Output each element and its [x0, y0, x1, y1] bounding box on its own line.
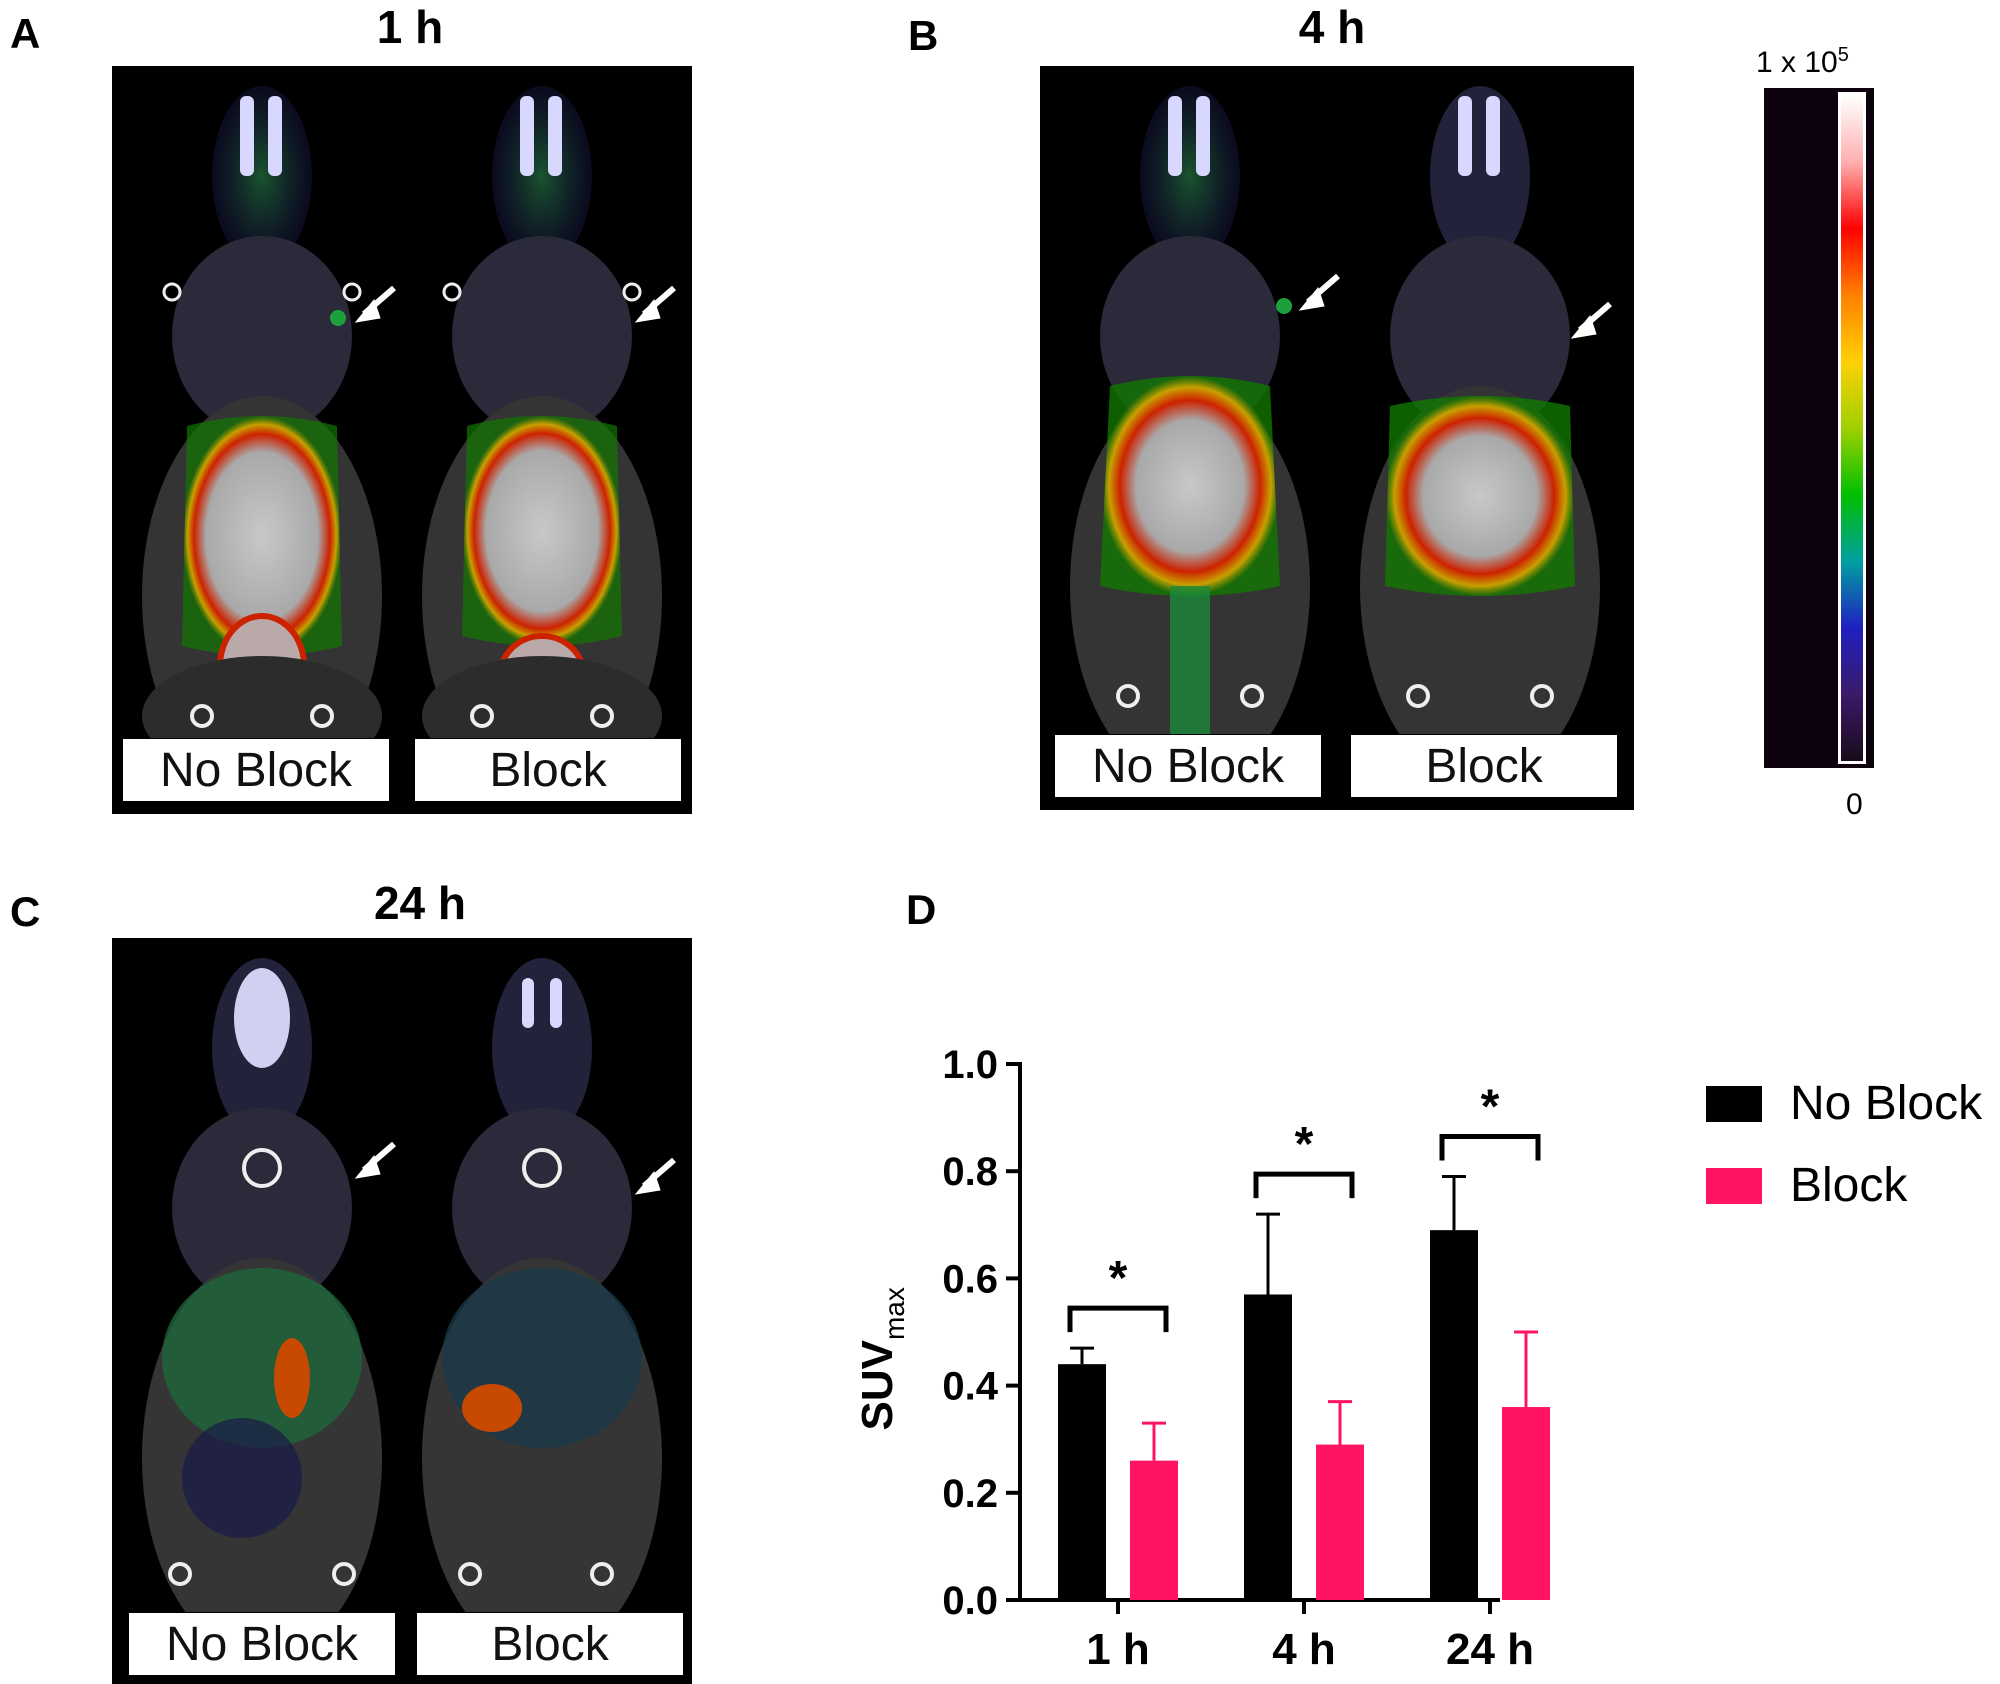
colorbar-gradient: [1838, 92, 1866, 764]
significance-bracket: [1253, 1171, 1355, 1199]
colorbar-min-label: 0: [1846, 788, 1863, 821]
arrow-icon: [354, 285, 676, 323]
legend-label-block: Block: [1790, 1159, 1908, 1212]
y-tick-label: 0.2: [942, 1472, 998, 1516]
mouse-scan-image: [142, 86, 676, 796]
legend-label-no-block: No Block: [1790, 1077, 1983, 1130]
panel-title-c: 24 h: [373, 877, 467, 929]
arrow-icon: [1298, 273, 1612, 339]
bar: [1244, 1294, 1292, 1600]
significance-star: *: [1295, 1118, 1314, 1171]
label-block-b: Block: [1350, 734, 1618, 798]
y-tick-label: 0.6: [942, 1257, 998, 1301]
suv-bar-chart: 0.0 0.2 0.4 0.6 0.8 1.0 SUVmax * 1 h * 4 h * 24 h: [853, 1043, 1550, 1674]
mouse-scan-image: [1070, 86, 1612, 786]
x-tick-label: 4 h: [1272, 1625, 1336, 1674]
colorbar: [1764, 88, 1874, 768]
significance-star: *: [1109, 1252, 1128, 1305]
label-no-block-b: No Block: [1054, 734, 1322, 798]
significance-bracket: [1067, 1305, 1169, 1333]
label-block-a: Block: [414, 738, 682, 802]
label-block-c: Block: [416, 1612, 684, 1676]
panel-letter-b: B: [908, 12, 939, 59]
arrow-icon: [354, 1141, 676, 1195]
significance-bracket: [1439, 1134, 1541, 1161]
y-tick-label: 0.4: [942, 1365, 998, 1409]
bar: [1316, 1444, 1364, 1600]
panel-title-a: 1 h: [376, 1, 444, 53]
panel-letter-d: D: [906, 886, 937, 933]
bar: [1502, 1407, 1550, 1600]
y-axis-label: SUVmax: [853, 1287, 910, 1430]
pet-ct-scan-4h: No Block Block: [1040, 66, 1634, 810]
colorbar-max-label: 1 x 105: [1756, 44, 1849, 79]
legend-swatch-no-block: [1706, 1086, 1762, 1122]
panel-title-b: 4 h: [1298, 1, 1366, 53]
bar: [1130, 1460, 1178, 1600]
x-tick-label: 1 h: [1086, 1625, 1150, 1674]
pet-ct-scan-1h: No Block Block: [112, 66, 692, 814]
significance-star: *: [1481, 1081, 1500, 1134]
label-no-block-a: No Block: [122, 738, 390, 802]
y-tick-label: 1.0: [942, 1043, 998, 1087]
panel-letter-a: A: [10, 10, 41, 57]
panel-letter-c: C: [10, 888, 41, 935]
bar: [1430, 1230, 1478, 1600]
legend-swatch-block: [1706, 1168, 1762, 1204]
x-tick-label: 24 h: [1446, 1625, 1534, 1674]
label-no-block-c: No Block: [128, 1612, 396, 1676]
y-tick-label: 0.0: [942, 1579, 998, 1623]
pet-ct-scan-24h: No Block Block: [112, 938, 692, 1684]
y-tick-label: 0.8: [942, 1150, 998, 1194]
bar: [1058, 1364, 1106, 1600]
mouse-scan-image: [142, 958, 676, 1658]
